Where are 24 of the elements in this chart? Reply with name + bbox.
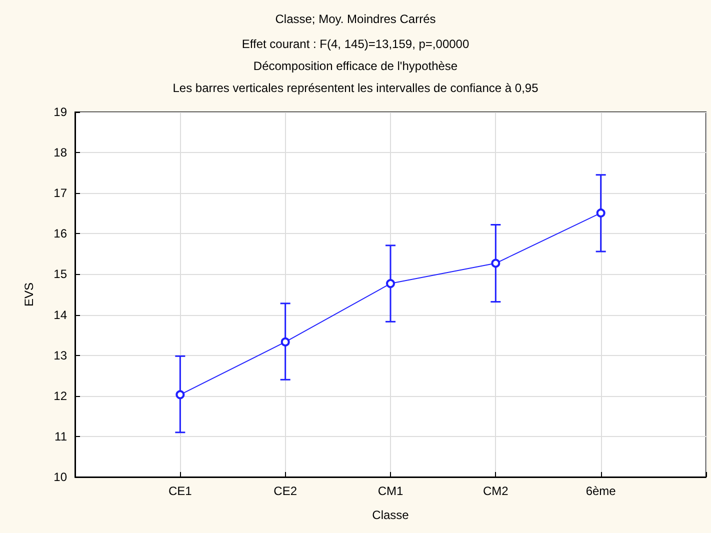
y-axis-title: EVS: [22, 282, 36, 307]
y-tick-label: 17: [54, 186, 68, 200]
chart-title: Classe; Moy. Moindres Carrés: [275, 12, 436, 26]
y-tick-label: 11: [54, 429, 68, 444]
point: [386, 279, 395, 288]
point: [491, 258, 500, 268]
y-tick-label: 15: [54, 267, 68, 282]
x-tick-label: CM2: [482, 484, 509, 498]
y-tick-label: 13: [54, 348, 68, 362]
point: [280, 337, 290, 346]
y-tick-label: 12: [54, 388, 68, 403]
x-tick-label: 6ème: [586, 484, 616, 498]
x-tick-label: CE1: [168, 484, 192, 498]
y-tick-label: 16: [54, 226, 68, 241]
chart-subtitle: Effet courant : F(4, 145)=13,159, p=,00000 Décomposition efficace de l'hypothèse Les barres verticales représentent les intervalles de confiance à 0,95: [172, 37, 539, 95]
y-tick-label: 14: [54, 308, 68, 322]
y-tick-label: 10: [54, 470, 68, 484]
x-tick-label: CM1: [378, 484, 404, 498]
x-tick-label: CE2: [274, 484, 298, 498]
y-tick-label: 18: [54, 146, 68, 160]
y-tick-label: 19: [54, 105, 68, 119]
point: [176, 390, 185, 400]
x-axis-title: Classe: [372, 508, 410, 522]
point: [596, 208, 606, 218]
